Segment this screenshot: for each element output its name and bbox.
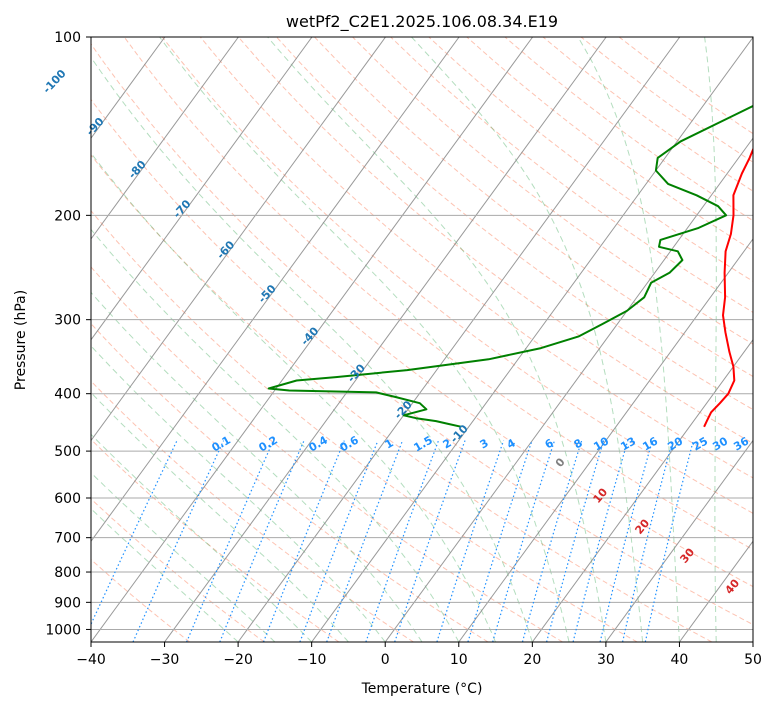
y-tick-label: 700 [54, 531, 81, 547]
moist-adiabat [91, 291, 423, 642]
plot-frame [90, 36, 754, 643]
moist-adiabat [91, 152, 497, 642]
moist-adiabat [411, 37, 644, 642]
mixing-ratio-line [219, 440, 305, 642]
dry-adiabat [91, 558, 191, 642]
moist-adiabat [91, 345, 386, 642]
isotherm-line [458, 238, 753, 642]
x-tick-label: 50 [744, 652, 762, 668]
mixing-ratio-line [622, 440, 674, 642]
mixing-ratio-line [546, 440, 605, 642]
x-tick-label: −40 [76, 652, 106, 668]
dry-adiabat [276, 37, 753, 411]
y-tick-label: 1000 [45, 622, 81, 638]
mixing-ratio-line [186, 440, 274, 642]
moist-adiabat [91, 433, 313, 642]
mixing-ratio-line [599, 440, 653, 642]
dry-adiabat [91, 209, 638, 642]
moist-adiabat [91, 56, 533, 642]
mixing-ratio-line [644, 440, 694, 642]
isotherm-line [531, 338, 753, 642]
moist-adiabat [267, 37, 607, 642]
y-axis-title: Pressure (hPa) [13, 290, 29, 390]
dry-adiabat [91, 154, 713, 642]
x-axis-title: Temperature (°C) [361, 681, 483, 697]
dry-adiabat [123, 37, 753, 551]
x-tick-label: −30 [150, 652, 180, 668]
mixing-ratio-line [492, 440, 556, 642]
isotherm-line [91, 37, 239, 240]
y-tick-label: 500 [54, 444, 81, 460]
y-tick-label: 900 [54, 595, 81, 611]
x-tick-label: −20 [223, 652, 253, 668]
moist-adiabat [159, 37, 570, 642]
isotherm-line [384, 137, 753, 642]
dry-adiabat [161, 37, 753, 514]
x-tick-label: 10 [450, 652, 468, 668]
dry-adiabat [199, 37, 753, 479]
mixing-ratio-line [467, 440, 533, 642]
isotherm-line [91, 37, 386, 442]
y-tick-label: 800 [54, 565, 81, 581]
x-tick-label: 0 [381, 652, 390, 668]
dry-adiabat [91, 43, 753, 588]
moist-adiabat [704, 37, 717, 642]
axes: −40 −30 −20 −10 0 10 20 30 40 50 100 200 300 400 500 60… [45, 30, 762, 668]
isotherm-line [311, 37, 753, 642]
isotherm-line [91, 37, 534, 642]
mixing-ratio-line [326, 440, 404, 642]
x-tick-label: 20 [523, 652, 541, 668]
x-tick-label: −10 [297, 652, 327, 668]
isotherm-line [605, 439, 753, 642]
dry-adiabat [91, 266, 563, 642]
isotherm-line [237, 37, 681, 642]
y-tick-label: 400 [54, 387, 81, 403]
y-tick-label: 300 [54, 313, 81, 329]
dry-adiabat [314, 37, 753, 378]
moist-adiabat [91, 228, 460, 642]
plot-data [267, 104, 753, 428]
y-tick-label: 200 [54, 208, 81, 224]
mixing-ratio-line [365, 440, 440, 642]
temperature-profile [703, 146, 753, 428]
x-tick-label: 30 [597, 652, 615, 668]
isotherm-line [164, 37, 607, 642]
mixing-ratio-line [132, 440, 225, 642]
x-tick-label: 40 [671, 652, 689, 668]
moist-adiabat [91, 391, 349, 642]
y-tick-label: 100 [54, 30, 81, 46]
dry-adiabat [91, 98, 753, 626]
mixing-ratio-line [521, 440, 583, 642]
dewpoint-profile [267, 104, 753, 428]
chart-title: wetPf2_C2E1.2025.106.08.34.E19 [286, 12, 558, 32]
mixing-ratio-line [572, 440, 629, 642]
y-tick-label: 600 [54, 491, 81, 507]
